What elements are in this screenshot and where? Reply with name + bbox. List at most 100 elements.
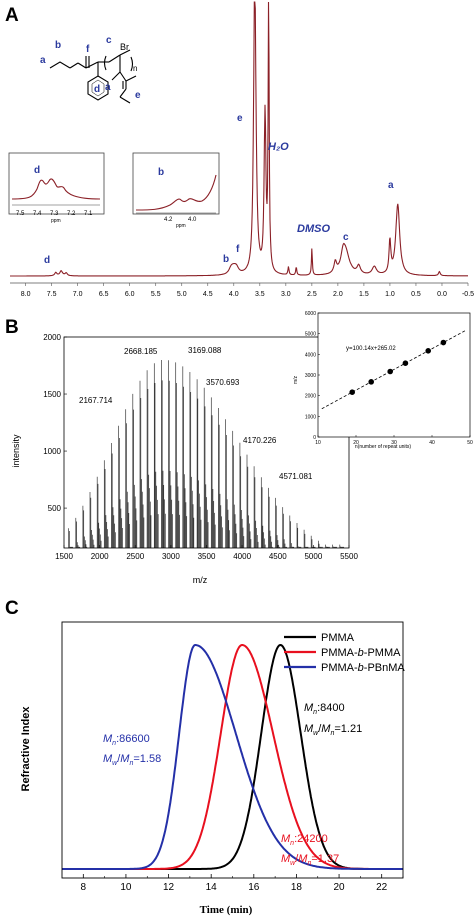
inset-point [387,368,394,375]
sec-legend: PMMA PMMA-b-PMMA PMMA-b-PBnMA [284,632,405,674]
nmr-tick-label: 1.0 [385,291,395,298]
inset-x-tick-label: 50 [467,440,473,446]
nmr-tick-label: 4.0 [229,291,239,298]
peak-label-d: d [44,255,50,266]
ms-y-tick-label: 500 [48,504,62,513]
sec-x-tick-label: 10 [120,882,132,893]
inset-point [402,360,409,366]
panel-b: B 1500 2000 2500 3000 3500 4000 4500 5000 550050… [5,311,473,585]
nmr-tick-label: 7.5 [47,291,57,298]
inset-b-axis-label: ppm [176,223,186,229]
inset-y-label: m/z [293,375,299,384]
ms-x-tick-label: 3000 [162,552,180,561]
structure-n-label: n [133,64,137,73]
panel-a: A Br n a b [5,1,474,298]
inset-x-tick-label: 10 [315,440,321,446]
inset-x-tick-label: 20 [353,440,359,446]
blue-mn-line: Mn:86600 [103,733,150,747]
sec-trace [62,644,403,870]
panel-c-letter: C [5,598,19,619]
nmr-tick-label: 2.0 [333,291,343,298]
inset-equation: y=100.14x+265.02 [346,346,396,352]
ms-annotation-1: 2668.185 [124,347,158,356]
inset-point [349,389,356,395]
inset-b: b 4.2 4.0 ppm [132,152,220,229]
ms-x-tick-label: 2000 [91,552,109,561]
structure-label-b: b [55,40,61,51]
nmr-spectrum [10,1,468,277]
inset-b-tick-0: 4.2 [164,217,173,223]
peak-label-a: a [388,180,394,191]
legend-label-pmma-b-pmma: PMMA-b-PMMA [321,647,401,659]
nmr-tick-label: 0.0 [437,291,447,298]
inset-x-tick-label: 40 [429,440,435,446]
inset-y-tick-label: 4000 [305,352,316,358]
inset-d: d 7.5 7.4 7.3 7.2 7.1 ppm [8,152,105,224]
panel-a-letter: A [5,5,19,26]
sec-x-tick-label: 8 [81,882,87,893]
sec-x-label: Time (min) [200,904,253,916]
ms-x-tick-label: 4500 [269,552,287,561]
mass-spectrum [68,360,345,548]
ms-peaks [68,360,345,548]
inset-x-label: n(number of repeat units) [355,444,411,450]
nmr-tick-label: -0.5 [462,291,474,298]
ms-y-label: intensity [11,434,21,468]
panel-c: C 8 10 12 14 16 18 20 22 Time (min) Refractive … [5,598,405,916]
inset-d-label: d [34,165,40,176]
structure-br-label: Br [120,42,129,52]
nmr-tick-label: 8.0 [21,291,31,298]
sec-x-tick-label: 14 [206,882,218,893]
legend-label-pmma-b-pbnma: PMMA-b-PBnMA [321,662,405,674]
sec-y-label: Refractive Index [20,706,32,792]
ms-y-tick-label: 2000 [43,333,61,342]
ms-axes: 1500 2000 2500 3000 3500 4000 4500 5000 5500 500 1… [43,333,358,561]
panel-b-letter: B [5,317,19,338]
structure-label-e: e [135,90,141,101]
structure-label-d: d [94,84,100,95]
structure-label-a2: a [105,82,111,93]
nmr-tick-label: 3.0 [281,291,291,298]
nmr-tick-label: 3.5 [255,291,265,298]
inset-d-axis-label: ppm [51,218,61,224]
black-mn-line: Mn:8400 [304,702,345,716]
ms-y-tick-label: 1500 [43,390,61,399]
inset-d-tick-3: 7.2 [67,211,76,217]
sec-x-tick-label: 16 [248,882,260,893]
structure-label-a1: a [40,55,46,66]
inset-point [425,348,432,354]
nmr-trace [10,1,468,277]
inset-d-tick-4: 7.1 [84,211,93,217]
ms-annotation-0: 2167.714 [79,396,113,405]
inset-frame [317,312,471,438]
inset-d-tick-2: 7.3 [50,211,59,217]
peak-label-dmso: DMSO [297,223,330,235]
legend-label-pmma: PMMA [321,632,355,644]
inset-y-tick-label: 1000 [305,414,316,420]
ms-inset-plot: 10 20 30 40 50 0 1000 2000 3000 4000 5000 6000 [305,311,473,446]
red-mn-line: Mn:24200 [281,833,328,847]
nmr-tick-label: 5.5 [151,291,161,298]
sec-x-tick-label: 12 [163,882,175,893]
ms-annotation-3: 3570.693 [206,378,240,387]
structure-label-f: f [86,44,90,55]
ms-x-tick-label: 1500 [55,552,73,561]
ms-annotation-4: 4170.226 [243,436,277,445]
sec-trace [62,643,403,870]
sec-frame [61,621,404,879]
sec-x-tick-label: 22 [376,882,388,893]
nmr-tick-label: 4.5 [203,291,213,298]
black-pdi-line: Mw/Mn=1.21 [304,723,362,737]
sec-x-tick-label: 20 [334,882,346,893]
ms-x-label: m/z [193,575,208,585]
nmr-tick-label: 2.5 [307,291,317,298]
structure-label-c: c [106,35,112,46]
inset-point [368,379,375,385]
sec-traces [62,643,403,870]
nmr-x-axis: 8.0 7.5 7.0 6.5 6.0 5.5 5.0 4.5 4.0 3.5 3.0 2.5 2.0 1… [10,282,474,298]
nmr-tick-label: 6.0 [125,291,135,298]
sec-axes: 8 10 12 14 16 18 20 22 [61,621,404,893]
peak-label-h2o: H₂O [268,141,289,153]
ms-x-tick-label: 3500 [198,552,216,561]
